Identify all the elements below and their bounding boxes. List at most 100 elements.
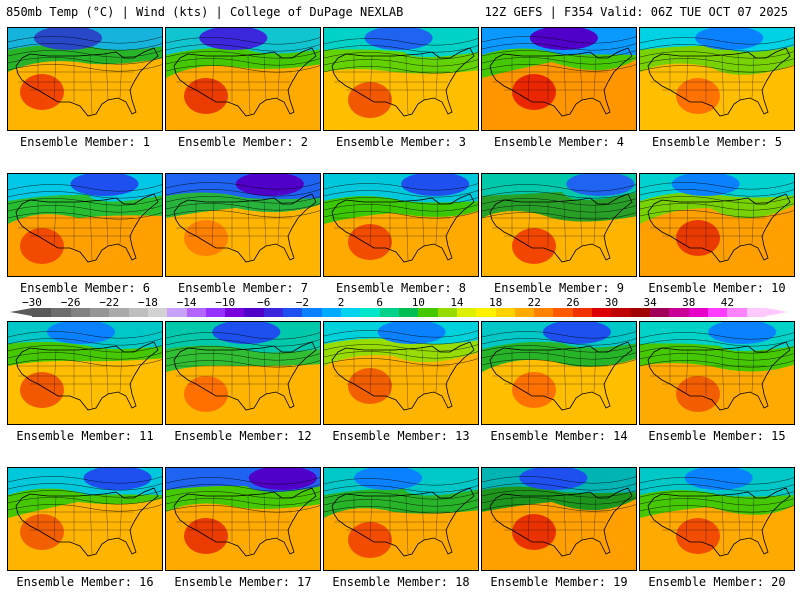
- cold-core: [566, 174, 635, 196]
- hot-core: [348, 368, 392, 404]
- hot-core: [676, 220, 720, 256]
- wind-isotach: [324, 66, 478, 74]
- ensemble-member-label: Ensemble Member: 14: [490, 429, 628, 443]
- colorbar-tick-label: 2: [337, 296, 345, 309]
- wind-isotach: [8, 331, 162, 339]
- colorbar-swatch: [514, 308, 535, 317]
- wind-isotach: [640, 58, 794, 66]
- hot-core: [20, 372, 64, 408]
- state-border: [369, 201, 373, 247]
- colorbar-swatch: [572, 308, 593, 317]
- state-border: [721, 55, 725, 115]
- wind-isotach: [166, 189, 320, 197]
- wind-isotach: [324, 485, 478, 493]
- ensemble-member-map: [323, 173, 479, 277]
- state-border: [105, 199, 109, 247]
- wind-isotach: [166, 58, 320, 66]
- state-border: [277, 201, 281, 245]
- colorbar-tick-label: −2: [295, 296, 310, 309]
- ensemble-member-label: Ensemble Member: 12: [174, 429, 312, 443]
- coastline: [489, 47, 633, 117]
- coastline: [15, 487, 159, 557]
- wind-isotach: [166, 65, 320, 73]
- wind-isotach: [8, 64, 162, 72]
- wind-isotach: [166, 346, 320, 354]
- wind-isotach: [640, 332, 794, 340]
- state-border: [211, 201, 215, 247]
- colorbar-min-arrow: [10, 308, 32, 316]
- wind-isotach: [482, 504, 636, 512]
- coastline: [647, 487, 791, 557]
- colorbar-tick-label: 42: [720, 296, 734, 309]
- ensemble-member-map: [7, 467, 163, 571]
- colorbar-swatch: [707, 308, 728, 317]
- coastline: [647, 47, 791, 117]
- colorbar-swatch: [51, 308, 71, 317]
- temperature-field-map: [324, 28, 478, 130]
- state-border: [421, 53, 425, 101]
- temperature-field-map: [640, 322, 794, 424]
- wind-isotach: [8, 497, 162, 505]
- ensemble-member-map: [323, 27, 479, 131]
- coastline: [331, 193, 475, 263]
- colorbar-swatch: [302, 308, 322, 317]
- wind-isotach: [166, 203, 320, 211]
- wind-isotach: [324, 344, 478, 352]
- wind-isotach: [166, 196, 320, 204]
- cold-core: [684, 468, 753, 490]
- state-border: [105, 53, 109, 101]
- colorbar-swatch: [611, 308, 631, 317]
- state-border: [405, 201, 409, 261]
- ensemble-member-label: Ensemble Member: 8: [335, 281, 467, 295]
- coastline: [173, 487, 317, 557]
- state-border: [263, 199, 267, 247]
- wind-isotach: [324, 45, 478, 53]
- state-border: [527, 55, 531, 101]
- wind-isotach: [640, 505, 794, 513]
- temperature-field-map: [166, 468, 320, 570]
- state-border: [369, 349, 373, 395]
- state-border: [369, 495, 373, 541]
- ensemble-member-label: Ensemble Member: 10: [648, 281, 786, 295]
- ensemble-member-label: Ensemble Member: 5: [651, 135, 783, 149]
- colorbar-swatch: [476, 308, 496, 317]
- ensemble-member-map: [639, 27, 795, 131]
- state-border: [119, 349, 123, 393]
- state-border: [211, 55, 215, 101]
- wind-isotach: [166, 477, 320, 485]
- wind-isotach: [166, 37, 320, 45]
- ensemble-member-map: [481, 467, 637, 571]
- wind-isotach: [640, 353, 794, 361]
- wind-isotach: [166, 51, 320, 59]
- state-border: [737, 53, 741, 101]
- colorbar-swatch: [437, 308, 457, 317]
- model-run-valid-time: 12Z GEFS | F354 Valid: 06Z TUE OCT 07 20…: [484, 5, 788, 19]
- colorbar-tick-label: 34: [643, 296, 657, 309]
- state-border: [53, 55, 57, 101]
- ensemble-member-map: [639, 173, 795, 277]
- temperature-field-map: [166, 322, 320, 424]
- state-border: [89, 201, 93, 261]
- wind-isotach: [640, 51, 794, 59]
- colorbar-swatch: [147, 308, 168, 317]
- state-border: [53, 349, 57, 395]
- state-border: [563, 495, 567, 555]
- ensemble-member-map: [639, 321, 795, 425]
- ensemble-member-label: Ensemble Member: 11: [16, 429, 154, 443]
- state-border: [435, 495, 439, 539]
- ensemble-member-map: [481, 173, 637, 277]
- ensemble-member-map: [639, 467, 795, 571]
- colorbar-tick-label: −30: [22, 296, 42, 309]
- coastline: [489, 487, 633, 557]
- colorbar-tick-label: −6: [257, 296, 271, 309]
- colorbar-tick-label: −26: [60, 296, 81, 309]
- wind-isotach: [482, 36, 636, 44]
- state-border: [435, 201, 439, 245]
- colorbar-max-arrow: [766, 308, 788, 316]
- colorbar-swatch: [283, 308, 303, 317]
- colorbar-swatch: [128, 308, 148, 317]
- wind-isotach: [482, 352, 636, 360]
- wind-isotach: [8, 50, 162, 58]
- temperature-field-map: [640, 468, 794, 570]
- temperature-field-map: [8, 468, 162, 570]
